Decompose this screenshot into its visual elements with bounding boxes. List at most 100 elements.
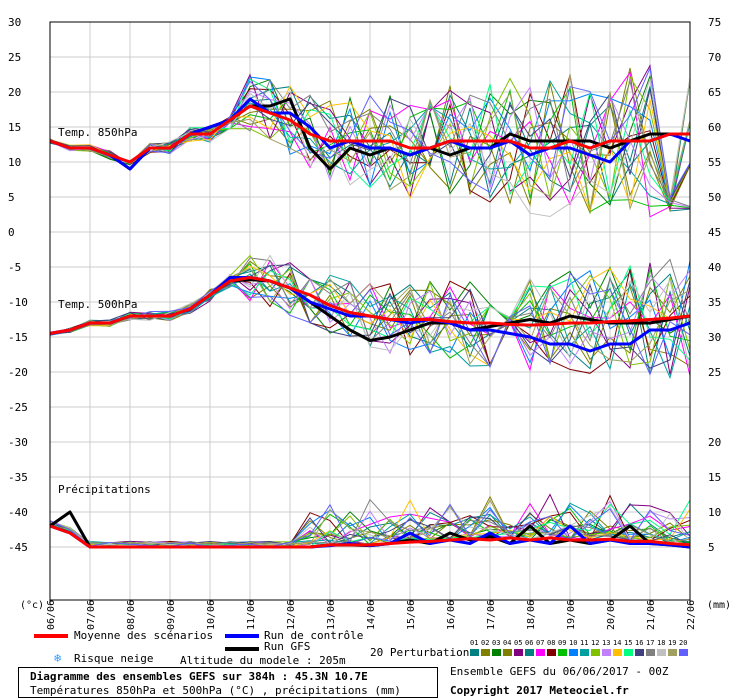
perturbation-swatch (536, 649, 545, 656)
x-tick-label: 20/06 (606, 600, 617, 630)
left-unit-label: (°c) (20, 600, 45, 611)
x-tick-label: 07/06 (86, 600, 97, 630)
x-tick-label: 17/06 (486, 600, 497, 630)
perturbation-id: 12 (591, 639, 600, 647)
perturbation-swatch (624, 649, 633, 656)
perturbation-swatch (569, 649, 578, 656)
left-tick-label: 10 (8, 156, 21, 169)
left-tick-label: 20 (8, 86, 21, 99)
perturbation-swatch (668, 649, 677, 656)
x-tick-label: 15/06 (406, 600, 417, 630)
x-tick-label: 22/06 (686, 600, 697, 630)
left-tick-label: -40 (8, 506, 28, 519)
left-tick-label: -5 (8, 261, 21, 274)
right-tick-precip: 20 (708, 436, 721, 449)
perturbation-swatch (514, 649, 523, 656)
right-tick-500: 45 (708, 226, 721, 239)
x-tick-label: 13/06 (326, 600, 337, 630)
perturbation-line (49, 66, 691, 199)
panel-label-precip: Précipitations (58, 483, 151, 496)
right-tick-850: 60 (708, 121, 721, 134)
left-tick-label: 30 (8, 16, 21, 29)
perturbation-line (49, 500, 691, 548)
right-tick-850: 70 (708, 51, 721, 64)
left-tick-label: -45 (8, 541, 28, 554)
altitude-label: Altitude du modele : 205m (180, 654, 346, 667)
panel-label-850: Temp. 850hPa (58, 126, 138, 139)
footer-title: Diagramme des ensembles GEFS sur 384h : … (30, 670, 368, 683)
main-series-lines (49, 97, 691, 549)
chart-axes: 302520151050-5-10-15-20-25-30-35-40-4575… (8, 16, 721, 630)
perturbation-id: 09 (558, 639, 567, 647)
right-unit-label: (mm) (707, 600, 732, 611)
perturbation-line (49, 254, 691, 370)
legend-mean-label: Moyenne des scénarios (74, 629, 214, 642)
right-tick-500: 35 (708, 296, 721, 309)
legend-gfs-swatch (225, 647, 259, 651)
perturbation-swatch (657, 649, 666, 656)
right-tick-500: 40 (708, 261, 721, 274)
perturbation-id: 10 (569, 639, 578, 647)
perturbation-id: 13 (602, 639, 611, 647)
footer-subtitle: Températures 850hPa et 500hPa (°C) , pré… (30, 684, 401, 697)
left-tick-label: -25 (8, 401, 28, 414)
perturbation-swatch (646, 649, 655, 656)
perturbation-swatch (525, 649, 534, 656)
right-tick-500: 30 (708, 331, 721, 344)
x-tick-label: 10/06 (206, 600, 217, 630)
x-tick-label: 06/06 (46, 600, 57, 630)
right-tick-850: 55 (708, 156, 721, 169)
legend-snow-label: Risque neige (74, 652, 154, 665)
perturbation-swatch (679, 649, 688, 656)
perturbation-id: 03 (492, 639, 501, 647)
perturbation-id: 01 (470, 639, 479, 647)
left-tick-label: 25 (8, 51, 21, 64)
perturbation-id: 11 (580, 639, 589, 647)
perturbation-swatch (547, 649, 556, 656)
left-tick-label: 5 (8, 191, 15, 204)
x-tick-label: 18/06 (526, 600, 537, 630)
footer-box (18, 667, 438, 698)
perturbation-line (49, 73, 691, 211)
perturbation-swatch (492, 649, 501, 656)
perturbation-line (49, 272, 691, 376)
perturbation-id: 07 (536, 639, 545, 647)
perturbation-line (49, 78, 691, 213)
x-tick-label: 14/06 (366, 600, 377, 630)
right-tick-850: 50 (708, 191, 721, 204)
perturbation-swatch (602, 649, 611, 656)
perturbation-id: 02 (481, 639, 490, 647)
perturbation-id: 04 (503, 639, 512, 647)
perturbation-swatch (635, 649, 644, 656)
perturbations-label: 20 Perturbations (370, 646, 476, 659)
perturbation-swatch (613, 649, 622, 656)
legend-control-label: Run de contrôle (264, 629, 364, 642)
series-line (49, 524, 691, 549)
right-tick-850: 75 (708, 16, 721, 29)
x-tick-label: 09/06 (166, 600, 177, 630)
perturbation-line (49, 77, 691, 218)
perturbation-id: 19 (668, 639, 677, 647)
left-tick-label: 0 (8, 226, 15, 239)
right-tick-precip: 15 (708, 471, 721, 484)
left-tick-label: -30 (8, 436, 28, 449)
perturbation-id: 17 (646, 639, 655, 647)
right-tick-850: 65 (708, 86, 721, 99)
left-tick-label: -10 (8, 296, 28, 309)
perturbation-id: 18 (657, 639, 666, 647)
perturbation-line (49, 76, 691, 205)
perturbation-id: 06 (525, 639, 534, 647)
right-tick-500: 25 (708, 366, 721, 379)
legend-control-swatch (225, 634, 259, 638)
perturbation-swatch (470, 649, 479, 656)
perturbation-line (49, 499, 691, 547)
x-tick-label: 11/06 (246, 600, 257, 630)
x-tick-label: 16/06 (446, 600, 457, 630)
left-tick-label: 15 (8, 121, 21, 134)
perturbation-id: 16 (635, 639, 644, 647)
legend-mean-swatch (34, 634, 68, 638)
footer-copyright: Copyright 2017 Meteociel.fr (450, 684, 629, 697)
left-tick-label: -20 (8, 366, 28, 379)
perturbation-swatch (580, 649, 589, 656)
